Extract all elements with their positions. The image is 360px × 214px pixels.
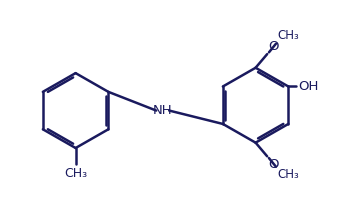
Text: O: O bbox=[269, 158, 279, 171]
Text: O: O bbox=[269, 40, 279, 53]
Text: CH₃: CH₃ bbox=[277, 29, 299, 42]
Text: OH: OH bbox=[298, 80, 319, 93]
Text: CH₃: CH₃ bbox=[64, 166, 87, 180]
Text: NH: NH bbox=[153, 104, 172, 117]
Text: CH₃: CH₃ bbox=[277, 168, 299, 181]
